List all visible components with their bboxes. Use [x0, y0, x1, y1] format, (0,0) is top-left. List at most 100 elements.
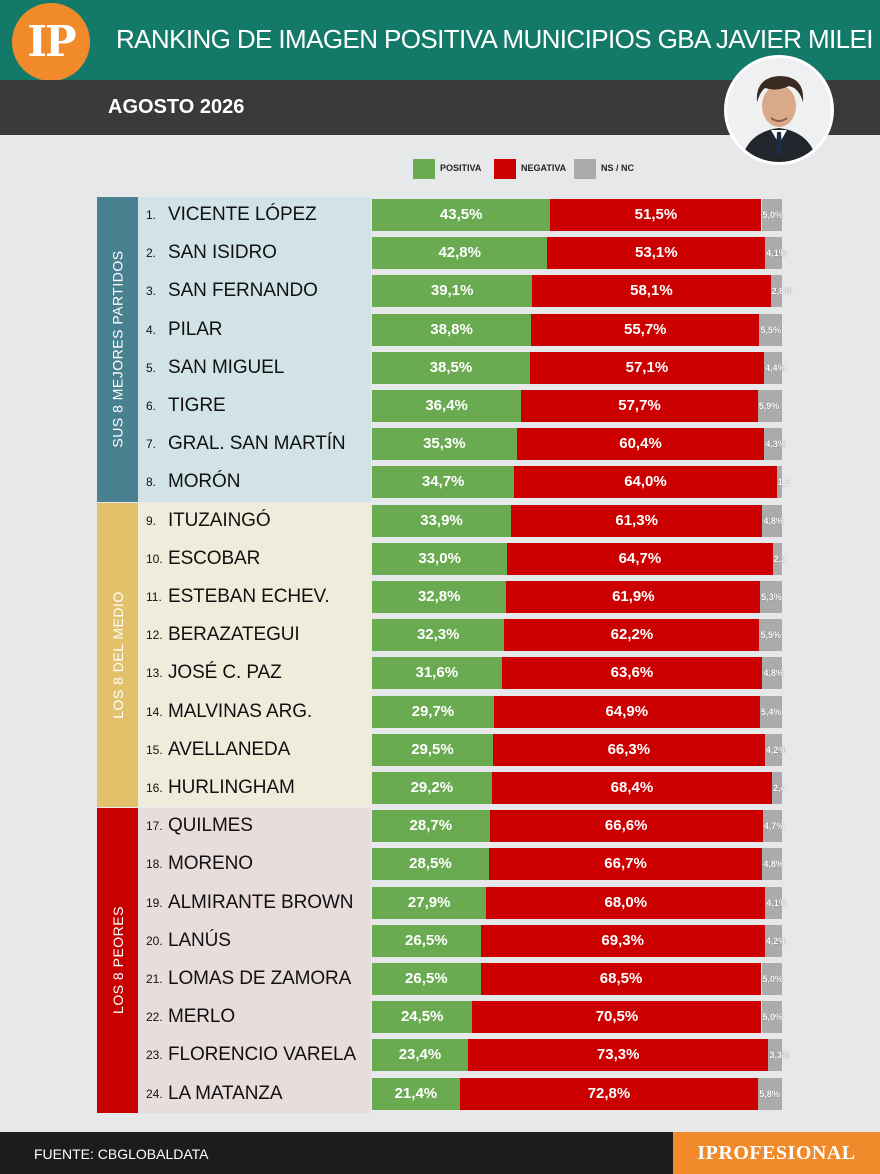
stacked-bar: 21,4% 72,8% 5,8% [372, 1077, 782, 1110]
bar-negativa [480, 963, 762, 995]
stacked-bar: 36,4% 57,7% 5,9% [372, 390, 782, 422]
chart-row: 24. LA MATANZA 21,4% 72,8% 5,8% [138, 1077, 782, 1110]
data-label-nsnc: 4,2% [765, 935, 787, 946]
bar-nsnc [764, 733, 782, 766]
category-label: AVELLANEDA [168, 738, 291, 760]
category-label: ALMIRANTE BROWN [168, 891, 354, 913]
chart-row: 20. LANÚS 26,5% 69,3% 4,2% [138, 924, 786, 957]
legend-label: POSITIVA [440, 163, 482, 173]
chart-row: 18. MORENO 28,5% 66,7% 4,8% [138, 848, 784, 881]
chart-row: 2. SAN ISIDRO 42,8% 53,1% 4,1% [138, 237, 787, 270]
data-label-negativa: 68,4% [610, 779, 654, 796]
data-label-nsnc: 4,3% [765, 439, 786, 450]
data-label-nsnc: 5,5% [760, 630, 781, 641]
chart-row: 16. HURLINGHAM 29,2% 68,4% 2,4 [138, 772, 786, 804]
data-label-negativa: 64,0% [624, 473, 667, 491]
category-label: JOSÉ C. PAZ [168, 662, 282, 684]
data-label-negativa: 53,1% [635, 244, 678, 262]
bar-nsnc [772, 542, 782, 575]
legend-swatch [413, 159, 435, 179]
data-label-nsnc: 1,3 [777, 477, 791, 488]
bar-negativa [467, 1039, 769, 1072]
data-label-positiva: 27,9% [407, 893, 451, 911]
chart-row: 4. PILAR 38,8% 55,7% 5,5% [138, 313, 782, 346]
rank-number: 21. [146, 972, 163, 986]
stacked-bar: 28,5% 66,7% 4,8% [372, 848, 784, 881]
stacked-bar: 32,8% 61,9% 5,3% [372, 581, 782, 613]
chart-date: AGOSTO 2026 [108, 96, 245, 118]
bar-nsnc [765, 886, 782, 919]
bar-negativa [486, 886, 766, 919]
data-label-positiva: 26,5% [405, 970, 448, 987]
bar-nsnc [757, 390, 782, 422]
chart-row: 1. VICENTE LÓPEZ 43,5% 51,5% 5,0% [138, 199, 783, 231]
rank-number: 12. [146, 628, 163, 643]
bar-positiva [372, 199, 551, 231]
group-background [138, 808, 371, 1113]
bar-positiva [372, 313, 532, 346]
chart-row: 11. ESTEBAN ECHEV. 32,8% 61,9% 5,3% [138, 581, 782, 613]
data-label-nsnc: 2,3 [773, 553, 787, 564]
rank-number: 23. [146, 1048, 163, 1063]
category-label: LA MATANZA [168, 1082, 283, 1104]
data-label-negativa: 57,7% [618, 397, 661, 414]
data-label-positiva: 21,4% [394, 1084, 438, 1102]
data-label-negativa: 61,9% [612, 588, 655, 605]
data-label-positiva: 23,4% [398, 1046, 442, 1064]
bar-negativa [488, 848, 763, 881]
portrait-icon [727, 58, 831, 162]
stacked-bar: 26,5% 68,5% 5,0% [372, 963, 783, 995]
data-label-positiva: 29,7% [411, 702, 455, 720]
bar-positiva [372, 390, 522, 422]
stacked-bar: 42,8% 53,1% 4,1% [372, 237, 787, 270]
chart-row: 14. MALVINAS ARG. 29,7% 64,9% 5,4% [138, 695, 782, 728]
bar-nsnc [761, 963, 782, 995]
category-label: ESCOBAR [168, 547, 261, 569]
chart-row: 3. SAN FERNANDO 39,1% 58,1% 2,8% [138, 275, 792, 308]
bar-positiva [372, 428, 517, 461]
category-label: QUILMES [168, 815, 253, 837]
group-band: LOS 8 DEL MEDIO [97, 502, 138, 808]
bar-positiva [372, 963, 481, 995]
data-label-nsnc: 4,8% [763, 668, 784, 679]
brand-logo: IPROFESIONAL [673, 1132, 880, 1174]
data-label-positiva: 43,5% [439, 206, 483, 223]
legend-swatch [574, 159, 596, 179]
rank-number: 13. [146, 666, 163, 681]
data-label-positiva: 34,7% [421, 473, 465, 491]
chart-row: 5. SAN MIGUEL 38,5% 57,1% 4,4% [138, 351, 785, 384]
data-label-positiva: 38,8% [430, 320, 473, 338]
stacked-bar: 27,9% 68,0% 4,1% [372, 886, 787, 919]
data-label-nsnc: 3,3% [769, 1050, 790, 1061]
data-label-nsnc: 4,1% [766, 248, 787, 259]
bar-positiva [372, 542, 508, 575]
bar-positiva [372, 695, 494, 728]
stacked-bar: 26,5% 69,3% 4,2% [372, 924, 786, 957]
legend-label: NEGATIVA [521, 163, 567, 173]
data-label-positiva: 29,5% [411, 740, 454, 758]
rank-number: 16. [146, 781, 163, 795]
category-label: SAN MIGUEL [168, 356, 285, 378]
data-label-negativa: 57,1% [625, 358, 669, 376]
chart-row: 6. TIGRE 36,4% 57,7% 5,9% [138, 390, 782, 422]
bar-nsnc [765, 237, 782, 270]
bar-positiva [372, 1001, 473, 1034]
stacked-bar: 32,3% 62,2% 5,5% [372, 619, 782, 652]
chart-row: 15. AVELLANEDA 29,5% 66,3% 4,2% [138, 733, 786, 766]
stacked-bar: 38,8% 55,7% 5,5% [372, 313, 782, 346]
group-background [138, 197, 371, 502]
bar-nsnc [762, 657, 782, 690]
category-label: TIGRE [168, 395, 226, 416]
data-label-positiva: 39,1% [430, 282, 474, 300]
bar-nsnc [762, 810, 782, 843]
data-label-negativa: 60,4% [619, 435, 662, 453]
data-label-nsnc: 4,2% [765, 744, 787, 755]
data-label-nsnc: 5,3% [761, 592, 782, 602]
bar-positiva [372, 924, 481, 957]
header-bar: IP RANKING DE IMAGEN POSITIVA MUNICIPIOS… [0, 0, 880, 81]
stacked-bar: 23,4% 73,3% 3,3% [372, 1039, 790, 1072]
data-label-positiva: 32,8% [417, 588, 461, 605]
data-label-negativa: 66,6% [604, 817, 648, 835]
data-label-positiva: 33,9% [420, 511, 463, 529]
category-label: MALVINAS ARG. [168, 700, 313, 722]
